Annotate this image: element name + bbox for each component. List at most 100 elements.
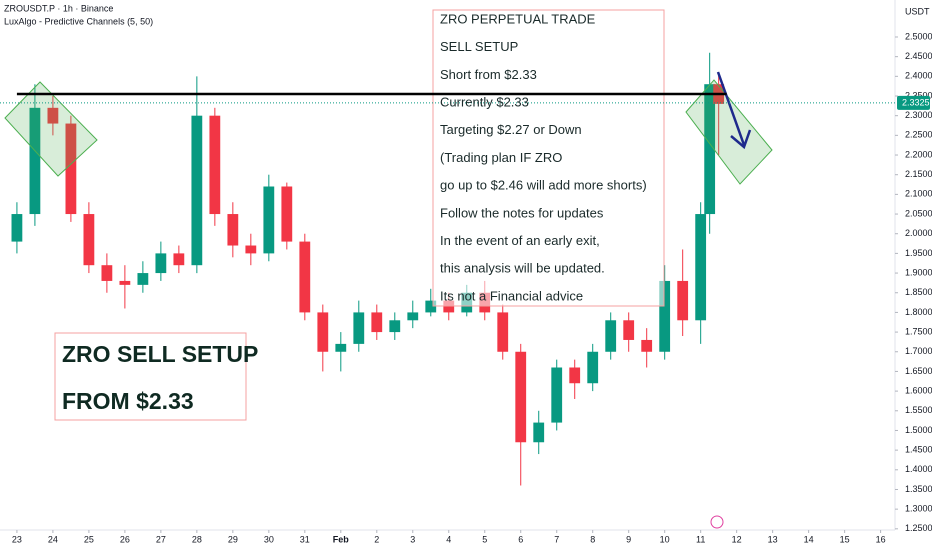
x-tick-label: 29 — [228, 534, 238, 544]
candle-body — [155, 253, 167, 274]
y-tick-label: 2.2000 — [905, 149, 932, 159]
candle-body — [101, 265, 113, 281]
x-tick-label: 11 — [696, 534, 705, 544]
candle-body — [137, 273, 149, 285]
candle-body — [641, 339, 653, 352]
candle-body — [551, 367, 563, 423]
candle-body — [407, 312, 419, 321]
candle-body — [569, 367, 581, 384]
y-tick-label: 1.8500 — [905, 287, 932, 297]
x-tick-label: 14 — [804, 534, 814, 544]
x-tick-label: 4 — [446, 534, 451, 544]
x-tick-label: 27 — [156, 534, 166, 544]
y-tick-label: 2.0000 — [905, 228, 932, 238]
y-tick-label: 2.0500 — [905, 208, 932, 218]
candle-body — [227, 214, 239, 246]
arrow-head — [730, 129, 752, 150]
candle-body — [389, 320, 401, 333]
candle-body — [65, 123, 77, 215]
banner-line: FROM $2.33 — [62, 388, 194, 414]
x-tick-label: 9 — [626, 534, 631, 544]
candle-body — [623, 320, 635, 340]
candle-body — [443, 300, 455, 313]
y-tick-label: 1.7500 — [905, 326, 932, 336]
y-tick-label: 2.3000 — [905, 110, 932, 120]
candle-body — [659, 280, 671, 352]
y-tick-label: 2.4000 — [905, 71, 932, 81]
x-tick-label: 2 — [374, 534, 379, 544]
y-tick-label: 1.5500 — [905, 405, 932, 415]
note-line: (Trading plan IF ZRO — [440, 150, 562, 165]
candle-body — [11, 214, 23, 242]
candle-body — [299, 241, 311, 313]
y-tick-label: 1.3500 — [905, 484, 932, 494]
y-tick-label: 2.1000 — [905, 189, 932, 199]
y-tick-label: 1.9000 — [905, 267, 932, 277]
last-price-box — [897, 95, 930, 110]
x-tick-label: 31 — [300, 534, 310, 544]
symbol-title: ZROUSDT.P · 1h · Binance — [4, 3, 113, 13]
x-tick-label: 24 — [48, 534, 58, 544]
y-tick-label: 1.4500 — [905, 445, 932, 455]
currency-label: USDT — [905, 6, 930, 16]
note-line: go up to $2.46 will add more shorts) — [440, 178, 647, 193]
x-tick-label: 7 — [554, 534, 559, 544]
candle-body — [704, 84, 716, 215]
candle-body — [245, 245, 257, 254]
y-tick-label: 1.8000 — [905, 307, 932, 317]
note-line: ZRO PERPETUAL TRADE — [440, 11, 596, 26]
x-tick-label: 16 — [876, 534, 886, 544]
candle-body — [605, 320, 617, 352]
arrow-shaft — [716, 71, 746, 146]
candle-body — [515, 351, 527, 443]
note-line: this analysis will be updated. — [440, 261, 605, 276]
candle-body — [317, 312, 329, 352]
candle-body — [191, 115, 203, 266]
y-tick-label: 1.4000 — [905, 464, 932, 474]
x-tick-label: 25 — [84, 534, 94, 544]
y-tick-label: 2.3500 — [905, 90, 932, 100]
x-tick-label: 23 — [12, 534, 22, 544]
notes-box — [432, 9, 665, 307]
x-tick-label: 15 — [840, 534, 850, 544]
note-line: In the event of an early exit, — [440, 233, 600, 248]
candle-body — [695, 214, 707, 321]
indicator-title: LuxAlgo - Predictive Channels (5, 50) — [4, 16, 153, 26]
y-tick-label: 2.1500 — [905, 169, 932, 179]
note-line: Currently $2.33 — [440, 95, 529, 110]
x-tick-label: 28 — [192, 534, 202, 544]
x-tick-label: 26 — [120, 534, 130, 544]
y-tick-label: 1.6000 — [905, 385, 932, 395]
candle-body — [263, 186, 275, 254]
y-tick-label: 2.2500 — [905, 130, 932, 140]
y-tick-label: 2.4500 — [905, 51, 932, 61]
x-tick-label: 13 — [768, 534, 778, 544]
y-tick-label: 1.7000 — [905, 346, 932, 356]
y-tick-label: 2.5000 — [905, 31, 932, 41]
candle-body — [533, 422, 545, 443]
banner-box — [54, 332, 247, 421]
candle-body — [83, 214, 95, 266]
x-tick-label: 12 — [732, 534, 742, 544]
x-tick-label: 5 — [482, 534, 487, 544]
banner-line: ZRO SELL SETUP — [62, 341, 258, 367]
note-line: Follow the notes for updates — [440, 205, 604, 220]
note-line: Its not a Financial advice — [440, 288, 583, 303]
event-icon — [710, 515, 724, 529]
x-tick-label: 10 — [660, 534, 670, 544]
candle-body — [371, 312, 383, 333]
candle-body — [677, 280, 689, 321]
candle-body — [119, 280, 131, 285]
candle-body — [281, 186, 293, 242]
note-line: Short from $2.33 — [440, 67, 537, 82]
x-tick-label: 3 — [410, 534, 415, 544]
note-line: SELL SETUP — [440, 39, 518, 54]
candle-body — [47, 107, 59, 124]
y-tick-label: 1.3000 — [905, 504, 932, 514]
note-line: Targeting $2.27 or Down — [440, 122, 582, 137]
x-tick-label: 8 — [590, 534, 595, 544]
candle-body — [173, 253, 185, 266]
x-tick-label: 30 — [264, 534, 274, 544]
candle-body — [353, 312, 365, 344]
